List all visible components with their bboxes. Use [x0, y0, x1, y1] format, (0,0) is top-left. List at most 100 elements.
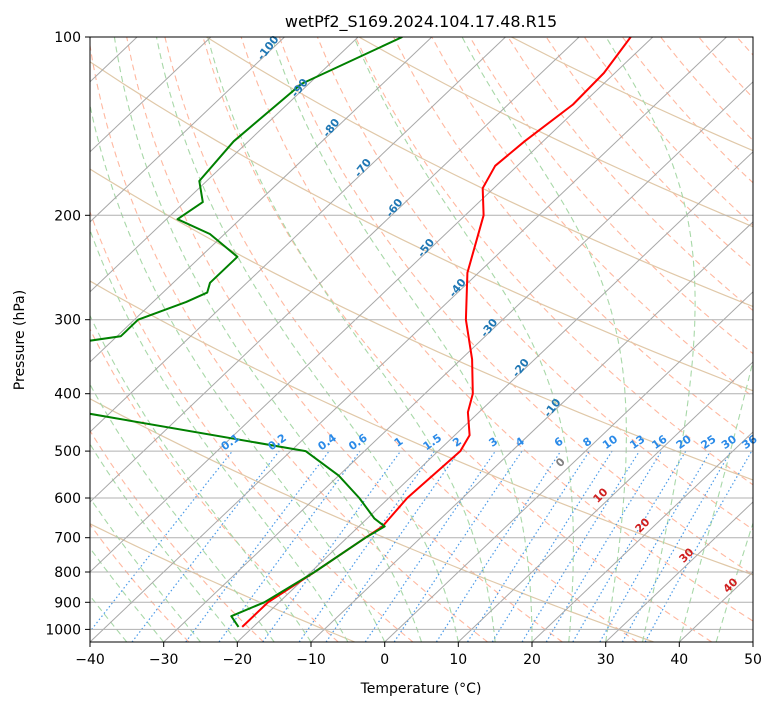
dry-adiabat-line [126, 37, 563, 642]
background-lines [90, 37, 753, 642]
mixing-ratio-line [521, 450, 640, 642]
x-tick-label: 20 [523, 652, 541, 668]
mixing-ratio-line [90, 450, 233, 633]
mixing-ratio-label: 16 [649, 432, 669, 452]
mixing-ratio-label: 10 [600, 432, 620, 452]
x-tick-label: 40 [670, 652, 688, 668]
isotherm-line [90, 37, 580, 503]
isotherm-line [236, 151, 753, 642]
y-tick-label: 500 [54, 444, 81, 460]
isotherm-label: -20 [510, 356, 533, 380]
dry-adiabat-line [240, 37, 753, 622]
moist-adiabat-line [207, 37, 496, 642]
isotherm-line [90, 37, 727, 642]
mixing-ratio-label: 36 [740, 432, 760, 452]
mixing-ratio-label: 25 [698, 433, 718, 452]
reference-curve-line [90, 61, 753, 392]
isotherm-line [90, 37, 285, 223]
isotherm-label: -80 [320, 116, 343, 140]
mixing-ratio-line [435, 450, 562, 642]
x-tick-label: 50 [744, 652, 762, 668]
mixing-ratio-label: 0.4 [315, 431, 339, 453]
isotherm-line [90, 37, 212, 153]
y-axis-ticks: 100 200 300 400 500 600 700 800 900 1000 [45, 30, 90, 638]
isotherm-line [90, 37, 359, 293]
dry-adiabat-line [90, 327, 339, 642]
moist-adiabat-line [90, 547, 165, 642]
mixing-ratio-line [621, 450, 732, 642]
series-lines [90, 37, 632, 628]
moist-adiabat-line [90, 594, 128, 642]
mixing-ratio-line [325, 450, 460, 642]
dry-adiabat-line [507, 37, 753, 312]
reference-curve-line [90, 398, 654, 642]
reference-curve-line [90, 280, 753, 576]
mixing-ratio-line [545, 450, 663, 642]
dry-adiabat-line [736, 37, 753, 56]
isotherm-line [457, 361, 753, 642]
x-tick-label: 10 [449, 652, 467, 668]
moist-adiabat-line [155, 37, 459, 642]
mixing-ratio-label: 30 [719, 432, 739, 452]
grid-lines [0, 37, 753, 642]
moist-adiabat-line [461, 37, 627, 642]
mixing-ratio-line [644, 450, 753, 642]
y-tick-label: 700 [54, 531, 81, 547]
dry-adiabat-line [621, 37, 753, 184]
moist-adiabat-label: 0 [553, 455, 568, 470]
dry-adiabat-line [278, 37, 753, 576]
reference-curve-line [90, 523, 356, 642]
dry-adiabat-line [90, 42, 488, 642]
x-tick-label: 30 [597, 652, 615, 668]
reference-curve-line [358, 37, 753, 228]
isotherm-line [90, 37, 506, 433]
moist-adiabat-line [605, 37, 696, 642]
y-tick-label: 800 [54, 565, 81, 581]
dry-adiabat-line [164, 37, 638, 642]
moist-adiabat-label: 40 [721, 575, 741, 595]
y-tick-label: 100 [54, 30, 81, 46]
chart-title: wetPf2_S169.2024.104.17.48.R15 [285, 12, 557, 32]
moist-adiabat-line [715, 521, 753, 642]
moist-adiabat-line [90, 102, 386, 642]
isotherm-line [531, 431, 753, 642]
y-tick-label: 400 [54, 387, 81, 403]
dry-adiabat-line [469, 37, 753, 355]
dry-adiabat-line [431, 37, 753, 398]
isotherm-line [678, 571, 753, 642]
isotherm-line [310, 221, 753, 642]
dry-adiabat-line [583, 37, 753, 226]
x-tick-label: −10 [296, 652, 326, 668]
moist-adiabat-line [113, 37, 423, 642]
mixing-ratio-line [466, 450, 590, 642]
isotherm-label: -40 [446, 276, 469, 300]
y-tick-label: 1000 [45, 622, 81, 638]
isotherm-label: -70 [352, 156, 375, 180]
dry-adiabat-line [698, 37, 753, 99]
mixing-ratio-label: 0.2 [265, 431, 288, 453]
dry-adiabat-line [393, 37, 753, 442]
mixing-ratio-line [262, 450, 402, 642]
x-tick-label: −20 [223, 652, 253, 668]
y-tick-label: 200 [54, 208, 81, 224]
moist-adiabat-line [90, 383, 275, 642]
isotherm-line [605, 501, 753, 642]
dewpoint-profile-line [90, 37, 403, 628]
isotherm-line [90, 37, 433, 363]
mixing-ratio-line [364, 450, 496, 642]
iso-labels: 0.1 0.2 0.4 0.6 1 1.5 2 3 4 6 8 10 13 16 20 25 30 36-100-… [219, 33, 760, 596]
dry-adiabat-line [660, 37, 753, 142]
isotherm-label: -50 [415, 236, 438, 260]
isotherm-line [0, 37, 64, 642]
isotherm-label: -10 [541, 396, 564, 420]
mixing-ratio-line [599, 450, 712, 642]
mixing-ratio-line [218, 450, 361, 642]
mixing-ratio-line [185, 450, 330, 642]
y-axis-label: Pressure (hPa) [12, 290, 28, 390]
moist-adiabat-line [90, 443, 238, 642]
isotherm-line [752, 641, 753, 642]
dry-adiabat-line [202, 37, 713, 642]
isotherm-line [163, 81, 753, 642]
moist-adiabat-line [90, 228, 349, 642]
